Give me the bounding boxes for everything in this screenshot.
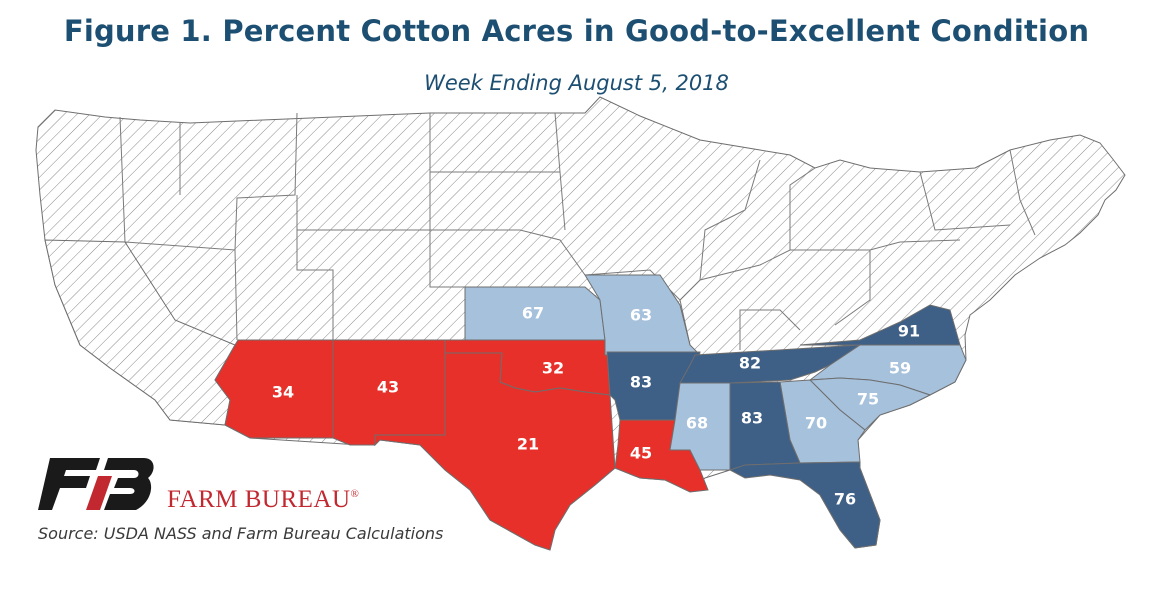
- source-note: Source: USDA NASS and Farm Bureau Calcul…: [38, 524, 444, 543]
- label-tennessee: 82: [739, 354, 761, 373]
- label-new-mexico: 43: [377, 378, 399, 397]
- label-north-carolina: 59: [889, 359, 911, 378]
- figure-subtitle: Week Ending August 5, 2018: [424, 71, 729, 95]
- label-texas: 21: [517, 435, 539, 454]
- label-alabama: 83: [741, 409, 763, 428]
- label-florida: 76: [834, 490, 856, 509]
- label-arkansas: 83: [630, 373, 652, 392]
- label-missouri: 63: [630, 306, 652, 325]
- label-south-carolina: 75: [857, 390, 879, 409]
- label-georgia: 70: [805, 414, 827, 433]
- farm-bureau-logo-icon: [38, 458, 154, 510]
- state-borders: [119, 112, 1036, 350]
- state-texas: [374, 352, 616, 551]
- state-florida: [728, 461, 881, 549]
- label-virginia: 91: [898, 322, 920, 341]
- brand-text: FARM BUREAU: [167, 486, 351, 513]
- label-louisiana: 45: [630, 444, 652, 463]
- label-arizona: 34: [272, 383, 294, 402]
- farm-bureau-wordmark: FARM BUREAU®: [167, 486, 360, 513]
- label-mississippi: 68: [686, 414, 708, 433]
- figure-title: Figure 1. Percent Cotton Acres in Good-t…: [63, 14, 1090, 48]
- state-value-labels: 34 43 21 32 45 67 63 68 70 75 59 83 83 8…: [272, 304, 920, 509]
- label-kansas: 67: [522, 304, 544, 323]
- label-oklahoma: 32: [542, 359, 564, 378]
